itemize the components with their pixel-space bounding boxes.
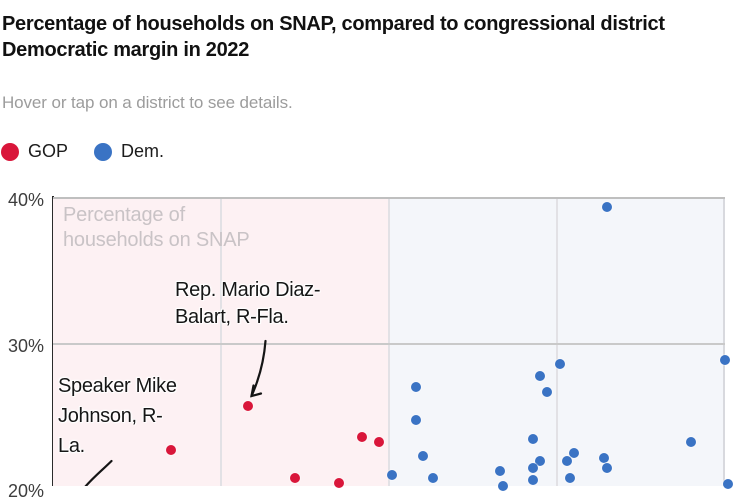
hover-hint-text: Hover or tap on a district to see detail… (2, 93, 293, 112)
district-dot-dem[interactable] (568, 448, 579, 459)
gridline-30pct (53, 343, 725, 345)
district-dot-dem[interactable] (562, 455, 573, 466)
gridline-margin-zero (388, 197, 390, 486)
text-line: Percentage of (63, 204, 185, 226)
legend-item-gop: GOP (1, 141, 68, 162)
district-dot-gop[interactable] (333, 477, 344, 488)
gop-legend-dot-icon (1, 142, 19, 161)
plot-top-border (53, 197, 725, 199)
district-dot-dem[interactable] (602, 202, 613, 213)
district-dot-dem[interactable] (720, 354, 730, 365)
text-line: households on SNAP (63, 229, 250, 251)
y-axis-inplot-label: Percentage of households on SNAP (63, 203, 250, 253)
district-dot-dem[interactable] (602, 463, 613, 474)
legend-label-dem: Dem. (121, 141, 165, 161)
annotation-mike-johnson: Speaker Mike Johnson, R- La. (58, 371, 177, 461)
text-line: Percentage of households on SNAP, compar… (2, 13, 665, 35)
district-dot-dem[interactable] (494, 465, 505, 476)
text-line: Johnson, R- (58, 405, 163, 427)
text-line: Rep. Mario Diaz- (175, 279, 321, 301)
district-dot-dem[interactable] (417, 451, 428, 462)
district-dot-dem[interactable] (528, 463, 539, 474)
scatter-plot-area: Percentage of households on SNAP (53, 197, 734, 491)
page-title: Percentage of households on SNAP, compar… (2, 11, 665, 63)
y-tick-40: 40% (7, 190, 44, 210)
legend-item-dem: Dem. (94, 141, 164, 162)
text-line: Balart, R-Fla. (175, 306, 289, 328)
district-dot-dem[interactable] (427, 473, 438, 484)
district-dot-dem[interactable] (599, 452, 610, 463)
district-dot-gop[interactable] (373, 436, 384, 447)
district-dot-gop[interactable] (357, 432, 368, 443)
district-dot-dem[interactable] (528, 433, 539, 444)
district-dot-dem[interactable] (535, 455, 546, 466)
district-dot-dem[interactable] (541, 386, 552, 397)
district-dot-dem[interactable] (535, 370, 546, 381)
district-dot-gop[interactable] (242, 401, 253, 412)
y-tick-20: 20% (7, 481, 44, 501)
district-dot-dem[interactable] (528, 474, 539, 485)
district-dot-dem[interactable] (686, 436, 697, 447)
legend: GOP Dem. (1, 141, 164, 162)
district-dot-gop[interactable] (289, 473, 300, 484)
district-dot-dem[interactable] (723, 479, 734, 490)
text-line: La. (58, 435, 85, 457)
gridline-margin-plus50 (556, 197, 558, 486)
y-tick-30: 30% (7, 336, 44, 356)
dem-legend-dot-icon (94, 142, 113, 161)
snap-scatter-page: { "header": { "title_lines": [ "Percenta… (1, 11, 734, 501)
plot-right-edge (723, 197, 725, 486)
district-dot-dem[interactable] (565, 473, 576, 484)
gridline-margin-minus50 (220, 197, 222, 486)
annotation-diaz-balart: Rep. Mario Diaz- Balart, R-Fla. (175, 277, 321, 331)
text-line: Speaker Mike (58, 375, 177, 397)
district-dot-dem[interactable] (410, 382, 421, 393)
district-dot-gop[interactable] (165, 445, 176, 456)
district-dot-dem[interactable] (410, 414, 421, 425)
district-dot-dem[interactable] (387, 470, 398, 481)
text-line: Democratic margin in 2022 (2, 39, 250, 61)
legend-label-gop: GOP (28, 141, 69, 161)
district-dot-dem[interactable] (555, 359, 566, 369)
